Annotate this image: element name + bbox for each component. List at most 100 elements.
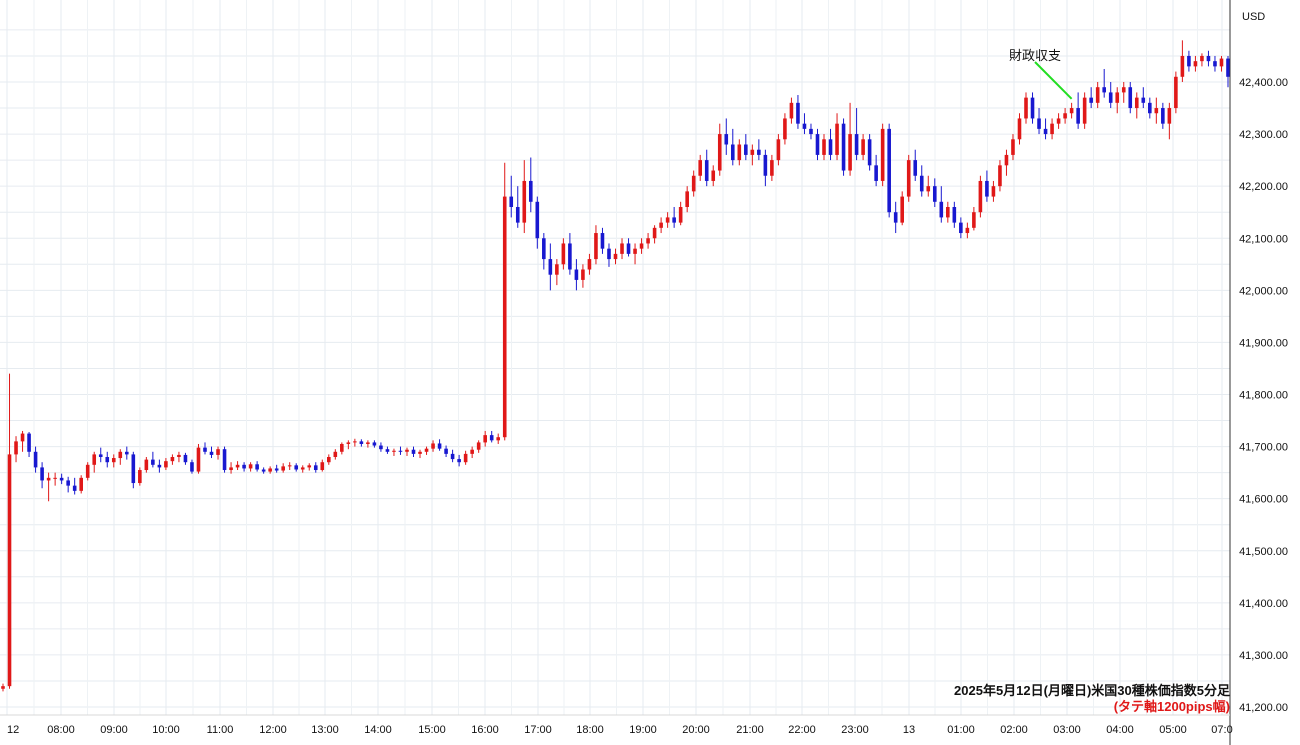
candle-body xyxy=(255,464,259,470)
candle-body xyxy=(287,465,292,467)
candle-body xyxy=(613,253,618,260)
candle-body xyxy=(932,186,937,202)
candle-body xyxy=(724,134,729,145)
candle-body xyxy=(1134,97,1139,109)
candle-body xyxy=(268,468,272,472)
candle-body xyxy=(392,450,396,452)
candle-body xyxy=(92,454,97,465)
candle-body xyxy=(893,212,898,223)
y-tick-label: 41,900.00 xyxy=(1239,337,1288,349)
y-tick-label: 41,400.00 xyxy=(1239,598,1288,610)
candle-body xyxy=(222,449,227,471)
candle-body xyxy=(1043,128,1048,135)
candle-body xyxy=(561,243,566,265)
candle-body xyxy=(698,160,703,176)
candle-body xyxy=(313,465,318,471)
candle-body xyxy=(802,123,807,129)
candle-body xyxy=(952,207,957,223)
candle-body xyxy=(822,139,826,155)
candle-body xyxy=(118,451,123,459)
candle-body xyxy=(457,459,461,463)
candle-body xyxy=(789,102,794,119)
candle-body xyxy=(1174,76,1178,109)
candle-body xyxy=(274,468,279,471)
candle-body xyxy=(691,175,696,192)
candle-body xyxy=(900,196,905,223)
candle-body xyxy=(763,154,768,176)
candle-body xyxy=(59,477,64,481)
candle-body xyxy=(770,160,774,176)
candle-body xyxy=(737,144,742,161)
candle-body xyxy=(14,441,18,455)
candle-body xyxy=(815,134,820,155)
candle-body xyxy=(1011,139,1015,155)
candle-body xyxy=(528,180,533,202)
candle-body xyxy=(411,449,416,454)
candle-body xyxy=(27,433,31,452)
candle-body xyxy=(79,477,83,491)
candle-body xyxy=(1167,108,1172,124)
candle-body xyxy=(1,686,5,689)
candle-body xyxy=(138,470,142,484)
candle-body xyxy=(874,165,878,181)
candle-body xyxy=(730,144,735,161)
candle-body xyxy=(919,175,924,192)
candle-body xyxy=(665,217,670,223)
candle-body xyxy=(1219,58,1224,67)
candle-body xyxy=(111,458,116,463)
x-tick-label: 01:00 xyxy=(947,724,975,736)
annotation: 財政収支 xyxy=(1009,49,1073,100)
annotation-label: 財政収支 xyxy=(1009,49,1061,64)
candle-body xyxy=(542,238,546,260)
candle-body xyxy=(946,207,950,218)
candle-body xyxy=(235,464,240,468)
x-tick-label: 09:00 xyxy=(100,724,128,736)
x-tick-label: 18:00 xyxy=(576,724,604,736)
candle-body xyxy=(991,186,996,197)
candle-body xyxy=(607,248,611,260)
candle-body xyxy=(164,461,168,468)
x-tick-label: 15:00 xyxy=(418,724,446,736)
candle-body xyxy=(85,464,90,478)
candle-body xyxy=(463,453,468,463)
candle-body xyxy=(965,227,970,234)
candle-body xyxy=(248,464,253,469)
candle-body xyxy=(581,269,585,280)
candle-body xyxy=(906,160,911,197)
x-tick-label: 16:00 xyxy=(471,724,499,736)
candle-body xyxy=(229,467,233,471)
currency-badge[interactable]: USD xyxy=(1242,11,1266,23)
candle-body xyxy=(450,453,455,460)
x-tick-label: 17:00 xyxy=(524,724,552,736)
y-tick-label: 41,200.00 xyxy=(1239,702,1288,714)
x-tick-label: 21:00 xyxy=(736,724,764,736)
candle-body xyxy=(750,149,755,155)
candle-body xyxy=(53,477,57,479)
x-tick-label: 03:00 xyxy=(1053,724,1081,736)
candle-body xyxy=(1056,118,1061,124)
candle-body xyxy=(1095,87,1100,103)
candle-body xyxy=(574,269,579,280)
candle-body xyxy=(1076,108,1080,124)
candle-body xyxy=(776,139,781,161)
candle-body xyxy=(157,464,162,468)
candle-body xyxy=(326,457,331,463)
candle-body xyxy=(33,451,38,468)
candle-body xyxy=(620,243,624,254)
candle-body xyxy=(880,128,885,181)
candle-body xyxy=(783,118,787,140)
candle-body xyxy=(320,462,325,471)
x-tick-label: 13:00 xyxy=(311,724,339,736)
candle-body xyxy=(300,467,305,470)
candle-body xyxy=(489,435,494,441)
candle-body xyxy=(307,465,312,468)
candle-body xyxy=(672,217,676,223)
candle-body xyxy=(515,207,520,223)
candle-body xyxy=(196,447,201,472)
candle-body xyxy=(98,454,103,457)
candle-body xyxy=(398,450,403,452)
candle-body xyxy=(913,160,918,176)
candle-body xyxy=(170,457,175,462)
candle-body xyxy=(1030,97,1035,119)
